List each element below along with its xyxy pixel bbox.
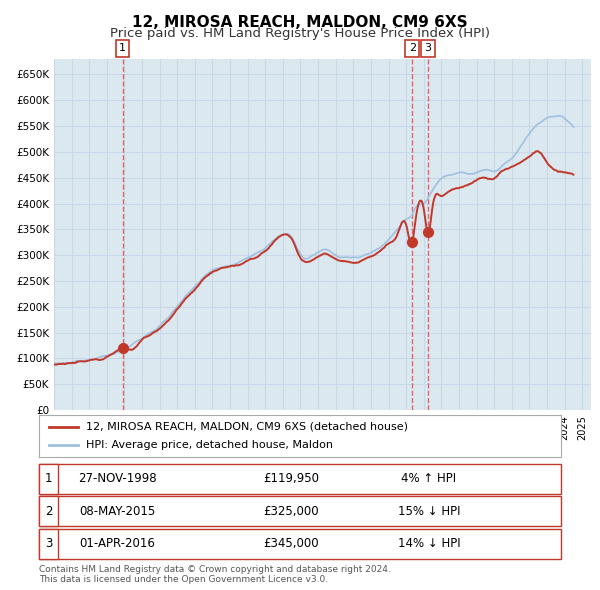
Text: 14% ↓ HPI: 14% ↓ HPI: [398, 537, 460, 550]
Text: £345,000: £345,000: [263, 537, 319, 550]
Text: 12, MIROSA REACH, MALDON, CM9 6XS: 12, MIROSA REACH, MALDON, CM9 6XS: [132, 15, 468, 30]
Text: £325,000: £325,000: [263, 505, 319, 518]
Text: 01-APR-2016: 01-APR-2016: [79, 537, 155, 550]
Text: 2: 2: [409, 44, 416, 54]
Text: £119,950: £119,950: [263, 473, 319, 486]
Text: 3: 3: [45, 537, 52, 550]
Text: 1: 1: [45, 473, 52, 486]
Text: 1: 1: [119, 44, 126, 54]
Text: 27-NOV-1998: 27-NOV-1998: [77, 473, 157, 486]
Text: 4% ↑ HPI: 4% ↑ HPI: [401, 473, 457, 486]
Text: Contains HM Land Registry data © Crown copyright and database right 2024.
This d: Contains HM Land Registry data © Crown c…: [39, 565, 391, 584]
Text: 3: 3: [425, 44, 431, 54]
Text: 12, MIROSA REACH, MALDON, CM9 6XS (detached house): 12, MIROSA REACH, MALDON, CM9 6XS (detac…: [86, 422, 408, 432]
Text: Price paid vs. HM Land Registry's House Price Index (HPI): Price paid vs. HM Land Registry's House …: [110, 27, 490, 40]
Text: 2: 2: [45, 505, 52, 518]
Text: 08-MAY-2015: 08-MAY-2015: [79, 505, 155, 518]
Text: 15% ↓ HPI: 15% ↓ HPI: [398, 505, 460, 518]
Text: HPI: Average price, detached house, Maldon: HPI: Average price, detached house, Mald…: [86, 440, 333, 450]
